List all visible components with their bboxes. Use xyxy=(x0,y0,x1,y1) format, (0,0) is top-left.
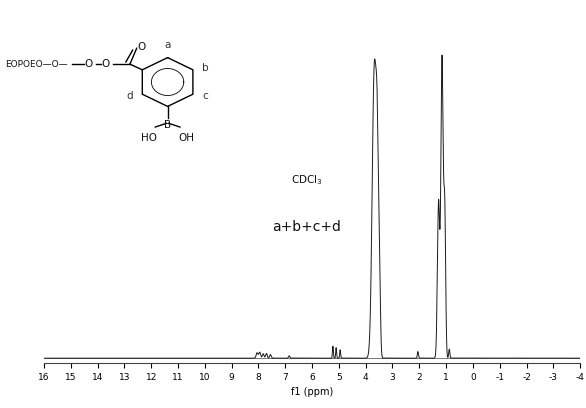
Text: CDCl$_3$: CDCl$_3$ xyxy=(291,173,322,187)
Text: b: b xyxy=(202,63,209,73)
Text: d: d xyxy=(126,91,133,101)
Text: O: O xyxy=(138,42,146,52)
Text: a: a xyxy=(165,40,171,51)
Text: a+b+c+d: a+b+c+d xyxy=(272,220,341,234)
Text: O: O xyxy=(101,59,110,69)
Text: EOPOEO—O—: EOPOEO—O— xyxy=(5,60,68,69)
X-axis label: f1 (ppm): f1 (ppm) xyxy=(291,388,333,397)
Text: HO: HO xyxy=(141,133,156,143)
Text: B: B xyxy=(164,120,171,131)
Text: O: O xyxy=(84,59,93,69)
Text: OH: OH xyxy=(179,133,195,143)
Text: c: c xyxy=(202,91,208,101)
